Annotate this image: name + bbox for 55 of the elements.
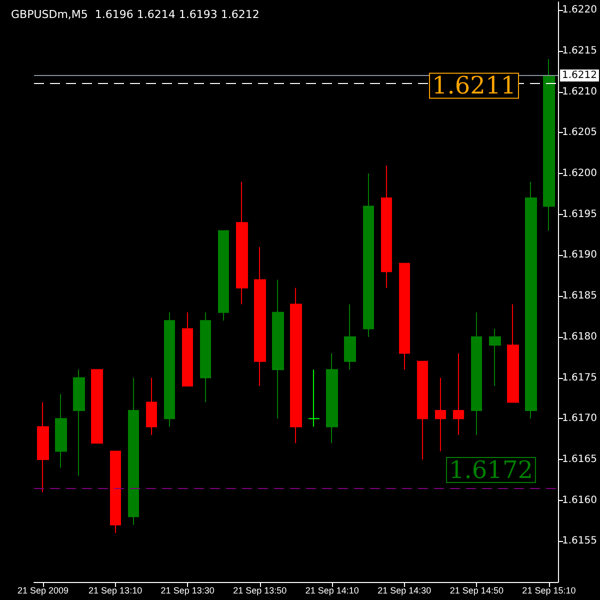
y-tick-label: 1.6175 [562,372,597,384]
candlestick [37,402,49,493]
candlestick [236,181,248,305]
y-tick-label: 1.6170 [562,413,597,424]
candlestick [182,312,193,386]
y-tick-label: 1.6185 [562,290,597,302]
candlestick [435,377,446,452]
ref-line-label: 1.6212 [562,70,597,82]
candlestick [164,312,175,428]
y-tick-label: 1.6215 [562,46,597,57]
candlestick [326,352,338,444]
candlestick [73,369,85,476]
text: GBPUSDm,M5 1.6196 1.6214 1.6193 1.6212 [11,8,260,21]
candlestick [55,394,67,468]
y-tick-label: 1.6165 [562,454,597,465]
y-tick-label: 1.6155 [562,536,597,547]
candlestick [453,352,464,436]
y-tick-label: 1.6195 [562,208,597,220]
x-tick-label: 21 Sep 15:10 [522,586,576,596]
y-tick-label: 1.6205 [562,127,597,138]
candlestick [489,328,501,386]
y-tick-label: 1.6160 [562,494,597,506]
x-tick-label: 21 Sep 14:30 [378,586,432,596]
candlestick [128,377,139,526]
candlestick [344,304,356,370]
x-tick-label: 21 Sep 13:50 [233,586,287,596]
y-tick-label: 1.6190 [562,250,597,261]
x-tick-label: 21 Sep 14:10 [305,586,359,596]
candlestick [290,287,302,444]
candlestick [308,369,320,428]
x-tick-label: 21 Sep 14:50 [450,586,504,596]
candlestick [471,312,482,436]
candlestick [507,304,519,403]
candlestick [272,279,284,420]
candlestick [254,246,266,386]
x-tick-label: 21 Sep 2009 [18,586,69,596]
y-tick-label: 1.6180 [562,331,597,342]
ref-line-label: 1.6211 [432,72,516,100]
candlestick [218,230,229,322]
x-tick-label: 21 Sep 13:30 [160,586,214,596]
candlestick [381,164,392,288]
candlestick [146,377,157,436]
y-tick-label: 1.6220 [562,4,597,16]
candlestick [363,173,374,338]
y-tick-label: 1.6200 [562,168,597,180]
candlestick [417,360,428,460]
candlestick [200,312,211,403]
candlestick [91,369,103,444]
candlestick [399,262,410,370]
candlestick [543,58,555,232]
candlestick [525,181,537,420]
y-tick-label: 1.6210 [562,86,597,98]
x-tick-label: 21 Sep 13:10 [88,586,142,596]
annotation: 1.6172 [449,456,533,484]
candlestick [110,450,121,534]
